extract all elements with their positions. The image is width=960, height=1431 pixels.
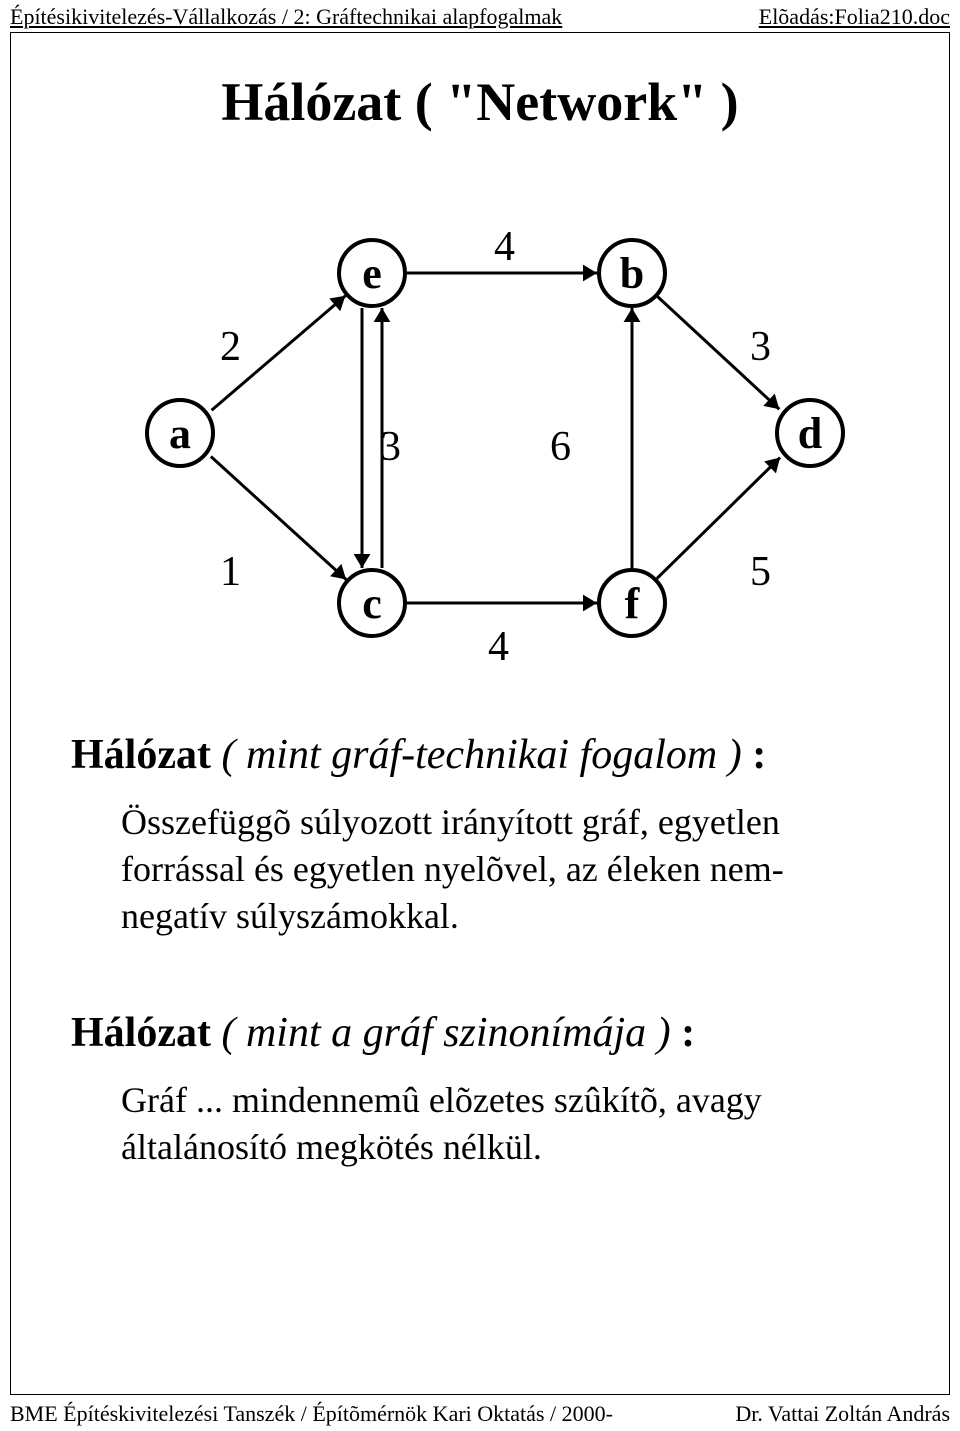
main-title: Hálózat ( "Network" ) (11, 71, 949, 133)
header-left: Építésikivitelezés-Vállalkozás / 2: Gráf… (10, 4, 562, 30)
edge-label-b-d: 3 (750, 323, 771, 371)
edge-label-f-b: 6 (550, 423, 571, 471)
footer-left: BME Építéskivitelezési Tanszék / Építõmé… (10, 1401, 613, 1427)
def2-title-italic: ( mint a gráf szinonímája ) (211, 1010, 681, 1056)
node-a: a (145, 398, 215, 468)
network-graph: aebdcf24313465 (120, 153, 840, 673)
edge-label-a-e: 2 (220, 323, 241, 371)
def2-title: Hálózat ( mint a gráf szinonímája ) : (71, 1009, 889, 1057)
def2-body: Gráf ... mindennemû elõzetes szûkítõ, av… (71, 1077, 889, 1171)
node-d: d (775, 398, 845, 468)
content-frame: Hálózat ( "Network" ) a e b d c f 2 4 3 1 3 4 6 5 Hál… (10, 32, 950, 1395)
node-f: f (597, 568, 667, 638)
node-c: c (337, 568, 407, 638)
def2-title-bold: Hálózat (71, 1010, 211, 1056)
edge-label-f-d: 5 (750, 548, 771, 596)
def1-title-italic: ( mint gráf-technikai fogalom ) (211, 732, 752, 778)
def2-title-tail: : (681, 1010, 695, 1056)
page-header: Építésikivitelezés-Vállalkozás / 2: Gráf… (0, 0, 960, 30)
footer-right: Dr. Vattai Zoltán András (735, 1401, 950, 1427)
node-e: e (337, 238, 407, 308)
header-right: Elõadás:Folia210.doc (759, 4, 950, 30)
def1-body: Összefüggõ súlyozott irányított gráf, eg… (71, 799, 889, 939)
def1-title-tail: : (752, 732, 766, 778)
edge-label-e-c: 3 (380, 423, 401, 471)
edge-label-a-c: 1 (220, 548, 241, 596)
node-b: b (597, 238, 667, 308)
def1-title: Hálózat ( mint gráf-technikai fogalom ) … (71, 731, 889, 779)
definitions: Hálózat ( mint gráf-technikai fogalom ) … (11, 673, 949, 1171)
edge-label-e-b: 4 (494, 223, 515, 271)
edge-label-c-f: 4 (488, 623, 509, 671)
page-footer: BME Építéskivitelezési Tanszék / Építõmé… (0, 1401, 960, 1427)
def1-title-bold: Hálózat (71, 732, 211, 778)
